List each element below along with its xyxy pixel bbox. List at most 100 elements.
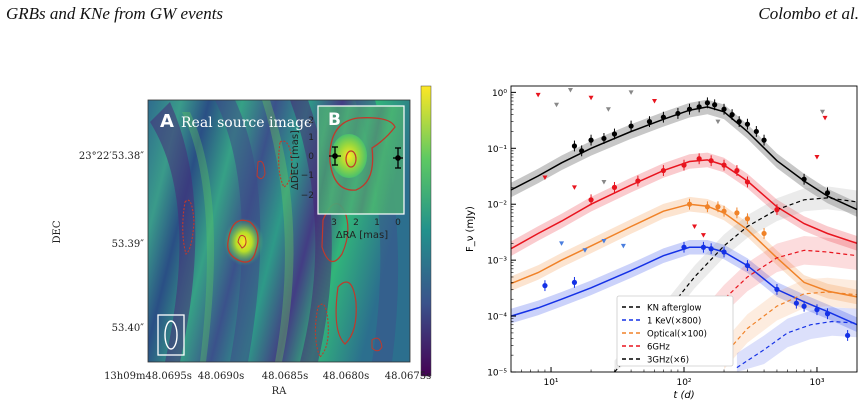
upper-limit-marker xyxy=(692,224,698,229)
ytick-label: 53.40″ xyxy=(112,323,145,334)
data-point xyxy=(708,243,714,255)
data-point xyxy=(744,260,751,271)
inset-xtick: 0 xyxy=(395,218,401,228)
panel-title-a: Real source image xyxy=(181,115,312,131)
inset-xtick: 3 xyxy=(331,218,337,228)
upper-limit-marker xyxy=(571,185,577,190)
data-point xyxy=(601,133,607,144)
model-curve xyxy=(510,203,858,298)
legend-entry: 6GHz xyxy=(647,343,670,353)
data-point xyxy=(675,108,681,119)
ytick-label: 23°22′53.38″ xyxy=(79,151,144,162)
data-point xyxy=(646,116,653,128)
upper-limit-marker xyxy=(582,248,588,253)
data-point xyxy=(734,207,740,219)
upper-limit-marker xyxy=(814,154,820,160)
data-point xyxy=(712,99,718,111)
data-point xyxy=(721,159,727,171)
xtick-label: 48.0675s xyxy=(385,371,431,382)
inset-xtick: 1 xyxy=(374,218,380,228)
data-point xyxy=(660,111,667,123)
model-band xyxy=(511,99,857,217)
data-point xyxy=(761,228,767,239)
data-point xyxy=(704,97,711,109)
upper-limit-marker xyxy=(715,119,721,125)
upper-limit-marker xyxy=(819,109,825,115)
legend-entry: 3GHz(×6) xyxy=(647,356,689,366)
y-tick-label: 10⁻¹ xyxy=(487,145,507,155)
y-tick-label: 10⁻⁴ xyxy=(487,313,507,323)
data-point xyxy=(753,126,759,137)
ytick-label: 53.39″ xyxy=(112,239,145,250)
data-point xyxy=(571,276,578,288)
upper-limit-marker xyxy=(605,107,611,112)
data-point xyxy=(744,118,751,130)
data-point xyxy=(744,176,751,188)
x-tick-label: 10¹ xyxy=(543,378,558,388)
data-point xyxy=(824,308,831,320)
inset-ytick: −2 xyxy=(301,191,314,201)
inset-xtick: 2 xyxy=(353,218,359,228)
data-point xyxy=(660,165,667,176)
data-point xyxy=(588,134,594,146)
x-tick-label: 10³ xyxy=(809,378,824,388)
data-point xyxy=(774,204,780,216)
upper-limit-marker xyxy=(652,99,658,104)
xtick-label: 48.0680s xyxy=(323,371,369,382)
upper-limit-marker xyxy=(620,243,626,249)
model-curve xyxy=(510,246,858,326)
upper-limit-marker xyxy=(822,115,828,121)
legend-entry: KN afterglow xyxy=(647,304,702,314)
data-point xyxy=(774,283,780,295)
upper-limit-marker xyxy=(542,175,548,181)
data-point xyxy=(686,103,693,115)
data-point xyxy=(801,300,807,312)
model-band xyxy=(511,240,857,332)
data-point xyxy=(761,134,767,146)
legend-entry: 1 KeV(×800) xyxy=(647,317,701,327)
data-point xyxy=(681,241,687,253)
radio-image-figure: A Real source image B 2 1 0 −1 −2 3 xyxy=(52,85,432,397)
legend-box xyxy=(616,295,734,367)
colorbar xyxy=(420,85,432,377)
inset-ytick: 2 xyxy=(308,116,314,126)
data-point xyxy=(700,241,707,253)
data-point xyxy=(571,140,578,152)
data-point xyxy=(824,187,831,199)
running-header-title: GRBs and KNe from GW events xyxy=(6,4,224,23)
xtick-label: 13h09m48.0695s xyxy=(104,371,192,382)
kn-component-band xyxy=(724,277,857,370)
xtick-label: 48.0690s xyxy=(198,371,244,382)
upper-limit-marker xyxy=(628,90,634,95)
legend-entry: Optical(×100) xyxy=(647,330,707,340)
data-point xyxy=(579,145,585,157)
data-point xyxy=(845,330,851,341)
x-axis-label: RA xyxy=(272,386,288,397)
kn-component-curve xyxy=(683,249,858,346)
x-tick-label: 10² xyxy=(676,378,691,388)
data-point xyxy=(588,194,594,206)
data-point xyxy=(721,205,727,217)
upper-limit-marker xyxy=(567,88,573,93)
inset-xlabel: ΔRA [mas] xyxy=(336,230,388,241)
data-point xyxy=(696,101,702,113)
data-point xyxy=(681,159,687,171)
upper-limit-marker xyxy=(554,102,560,108)
data-point xyxy=(721,246,727,258)
data-point xyxy=(715,201,721,213)
inset-ytick: 0 xyxy=(308,152,314,162)
upper-limit-marker xyxy=(535,92,541,98)
data-point xyxy=(635,175,641,187)
upper-limit-marker xyxy=(588,95,594,101)
data-point xyxy=(628,120,634,132)
inset-ytick: 1 xyxy=(308,133,314,143)
data-point xyxy=(793,297,799,309)
data-point xyxy=(708,155,714,167)
x-axis-label: t (d) xyxy=(673,390,694,401)
data-point xyxy=(801,173,807,185)
data-point xyxy=(696,153,702,165)
data-point xyxy=(729,109,735,121)
inset-panel-b: B 2 1 0 −1 −2 3 2 1 0 ΔRA [mas] ΔDEC [ma… xyxy=(290,105,405,241)
upper-limit-marker xyxy=(559,241,565,246)
data-point xyxy=(542,280,548,292)
